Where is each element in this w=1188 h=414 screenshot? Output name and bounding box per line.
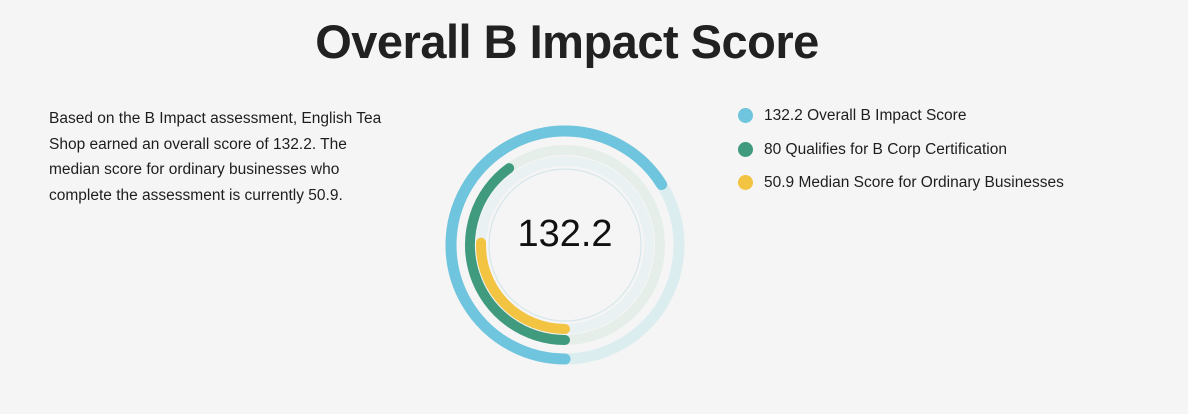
legend-swatch-certification-threshold xyxy=(738,141,753,157)
chart-legend: 132.2 Overall B Impact Score 80 Qualifie… xyxy=(738,103,1068,204)
legend-swatch-median-score xyxy=(738,175,753,190)
legend-item-median-score: 50.9 Median Score for Ordinary Businesse… xyxy=(738,170,1068,196)
page-title: Overall B Impact Score xyxy=(315,15,819,68)
score-arc-median-score xyxy=(476,237,570,334)
legend-swatch-overall-score xyxy=(738,108,753,123)
score-arc-certification-threshold xyxy=(465,163,570,345)
legend-label-certification-threshold: 80 Qualifies for B Corp Certification xyxy=(764,140,1007,158)
legend-item-overall-score: 132.2 Overall B Impact Score xyxy=(738,103,1068,129)
legend-item-certification-threshold: 80 Qualifies for B Corp Certification xyxy=(738,137,1068,163)
score-arc-overall-score xyxy=(445,125,668,365)
center-score-value: 132.2 xyxy=(517,213,613,255)
radial-score-chart xyxy=(445,125,685,365)
score-description: Based on the B Impact assessment, Englis… xyxy=(49,110,382,204)
legend-label-overall-score: 132.2 Overall B Impact Score xyxy=(764,107,967,124)
legend-label-median-score: 50.9 Median Score for Ordinary Businesse… xyxy=(764,174,1064,191)
